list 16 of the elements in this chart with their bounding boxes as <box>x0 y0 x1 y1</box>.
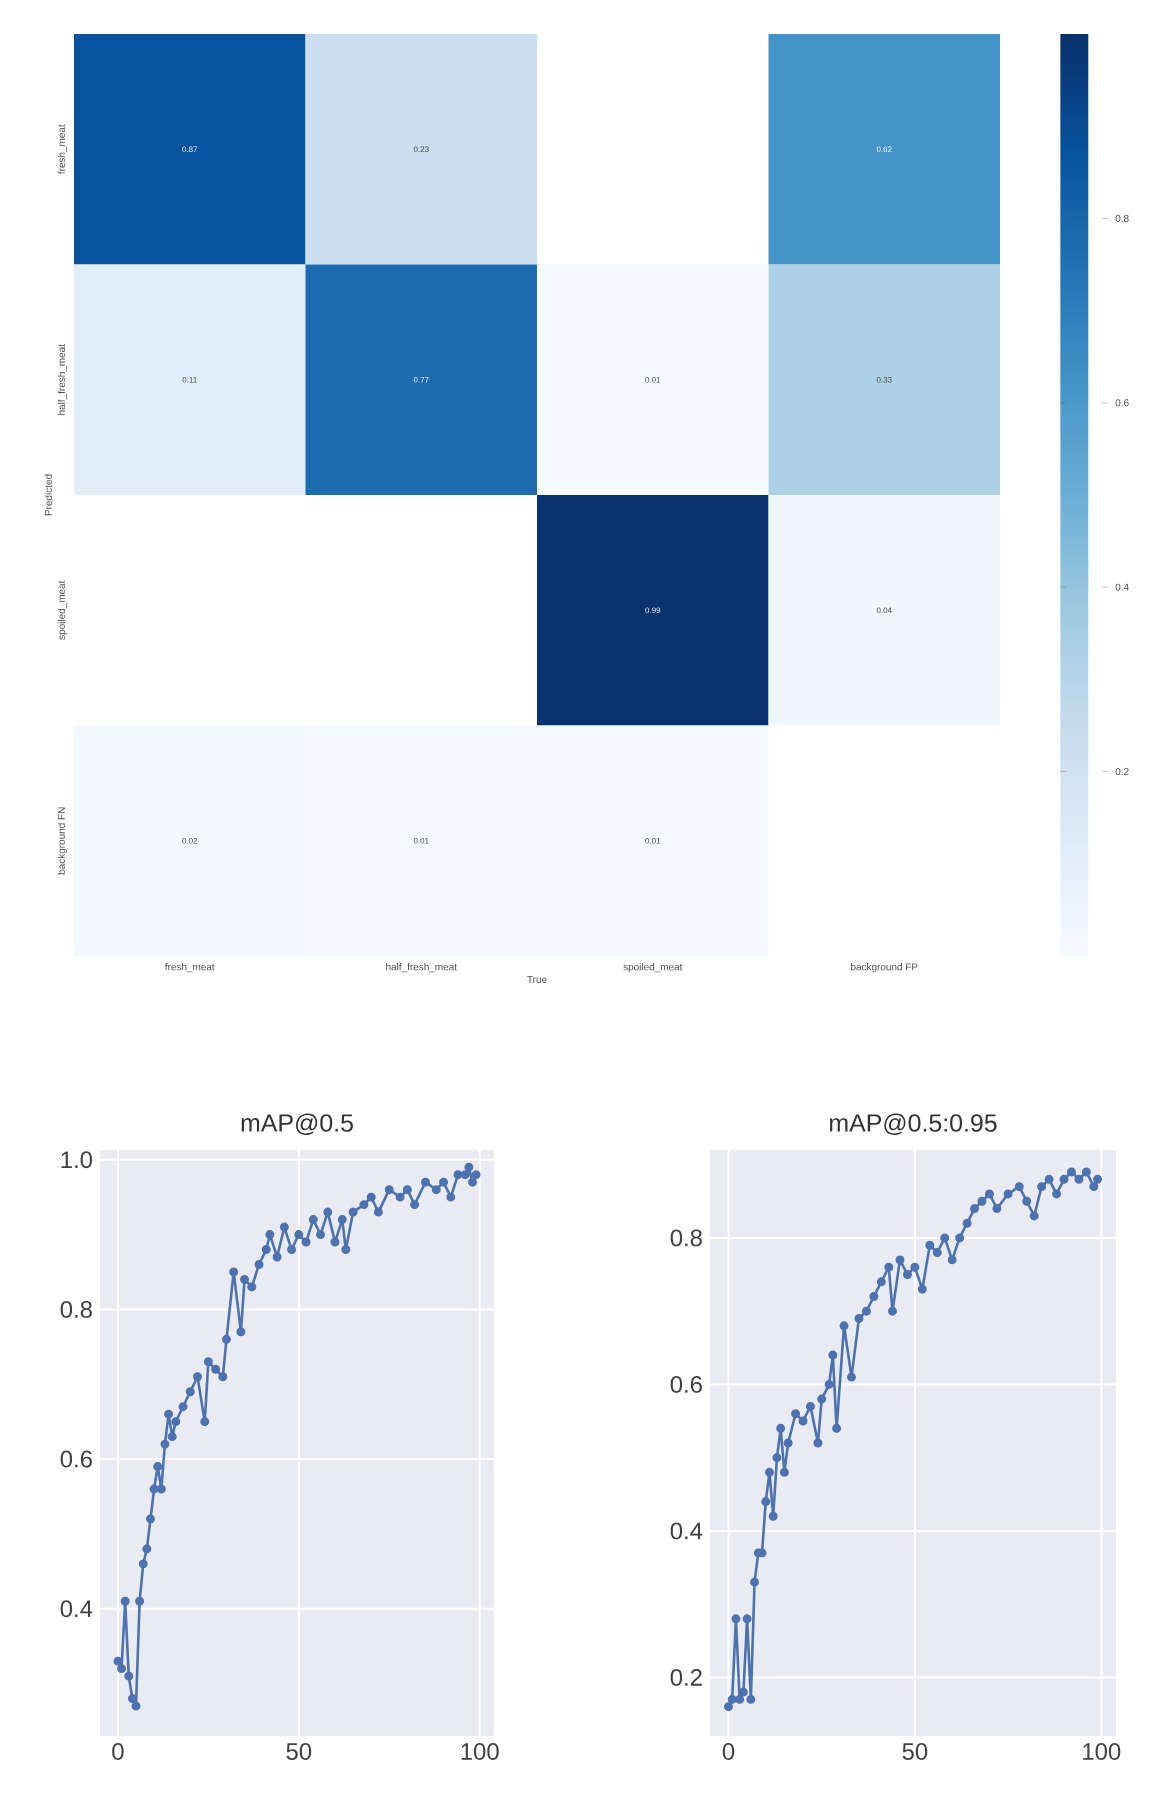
y-tick-label: 0.8 <box>670 1229 702 1247</box>
y-tick-label: 0.4 <box>60 1600 93 1618</box>
x-tick-label: 50 <box>902 1743 928 1760</box>
x-tick-label: 50 <box>286 1743 312 1760</box>
x-tick-label: 100 <box>461 1743 499 1760</box>
x-tick-label: 100 <box>1083 1743 1121 1760</box>
y-tick-label: 0.8 <box>60 1300 92 1318</box>
y-tick-label: 0.2 <box>670 1668 702 1686</box>
x-tick-label: 0 <box>112 1743 124 1760</box>
chart-title: mAP@0.5:0.95 <box>830 1113 997 1135</box>
chart-title: mAP@0.5 <box>241 1113 353 1135</box>
x-tick-label: 0 <box>722 1743 735 1760</box>
y-tick-label: 0.6 <box>670 1375 702 1393</box>
y-tick-label: 1.0 <box>61 1151 93 1169</box>
y-tick-label: 0.6 <box>60 1450 92 1468</box>
y-tick-label: 0.4 <box>670 1522 703 1540</box>
